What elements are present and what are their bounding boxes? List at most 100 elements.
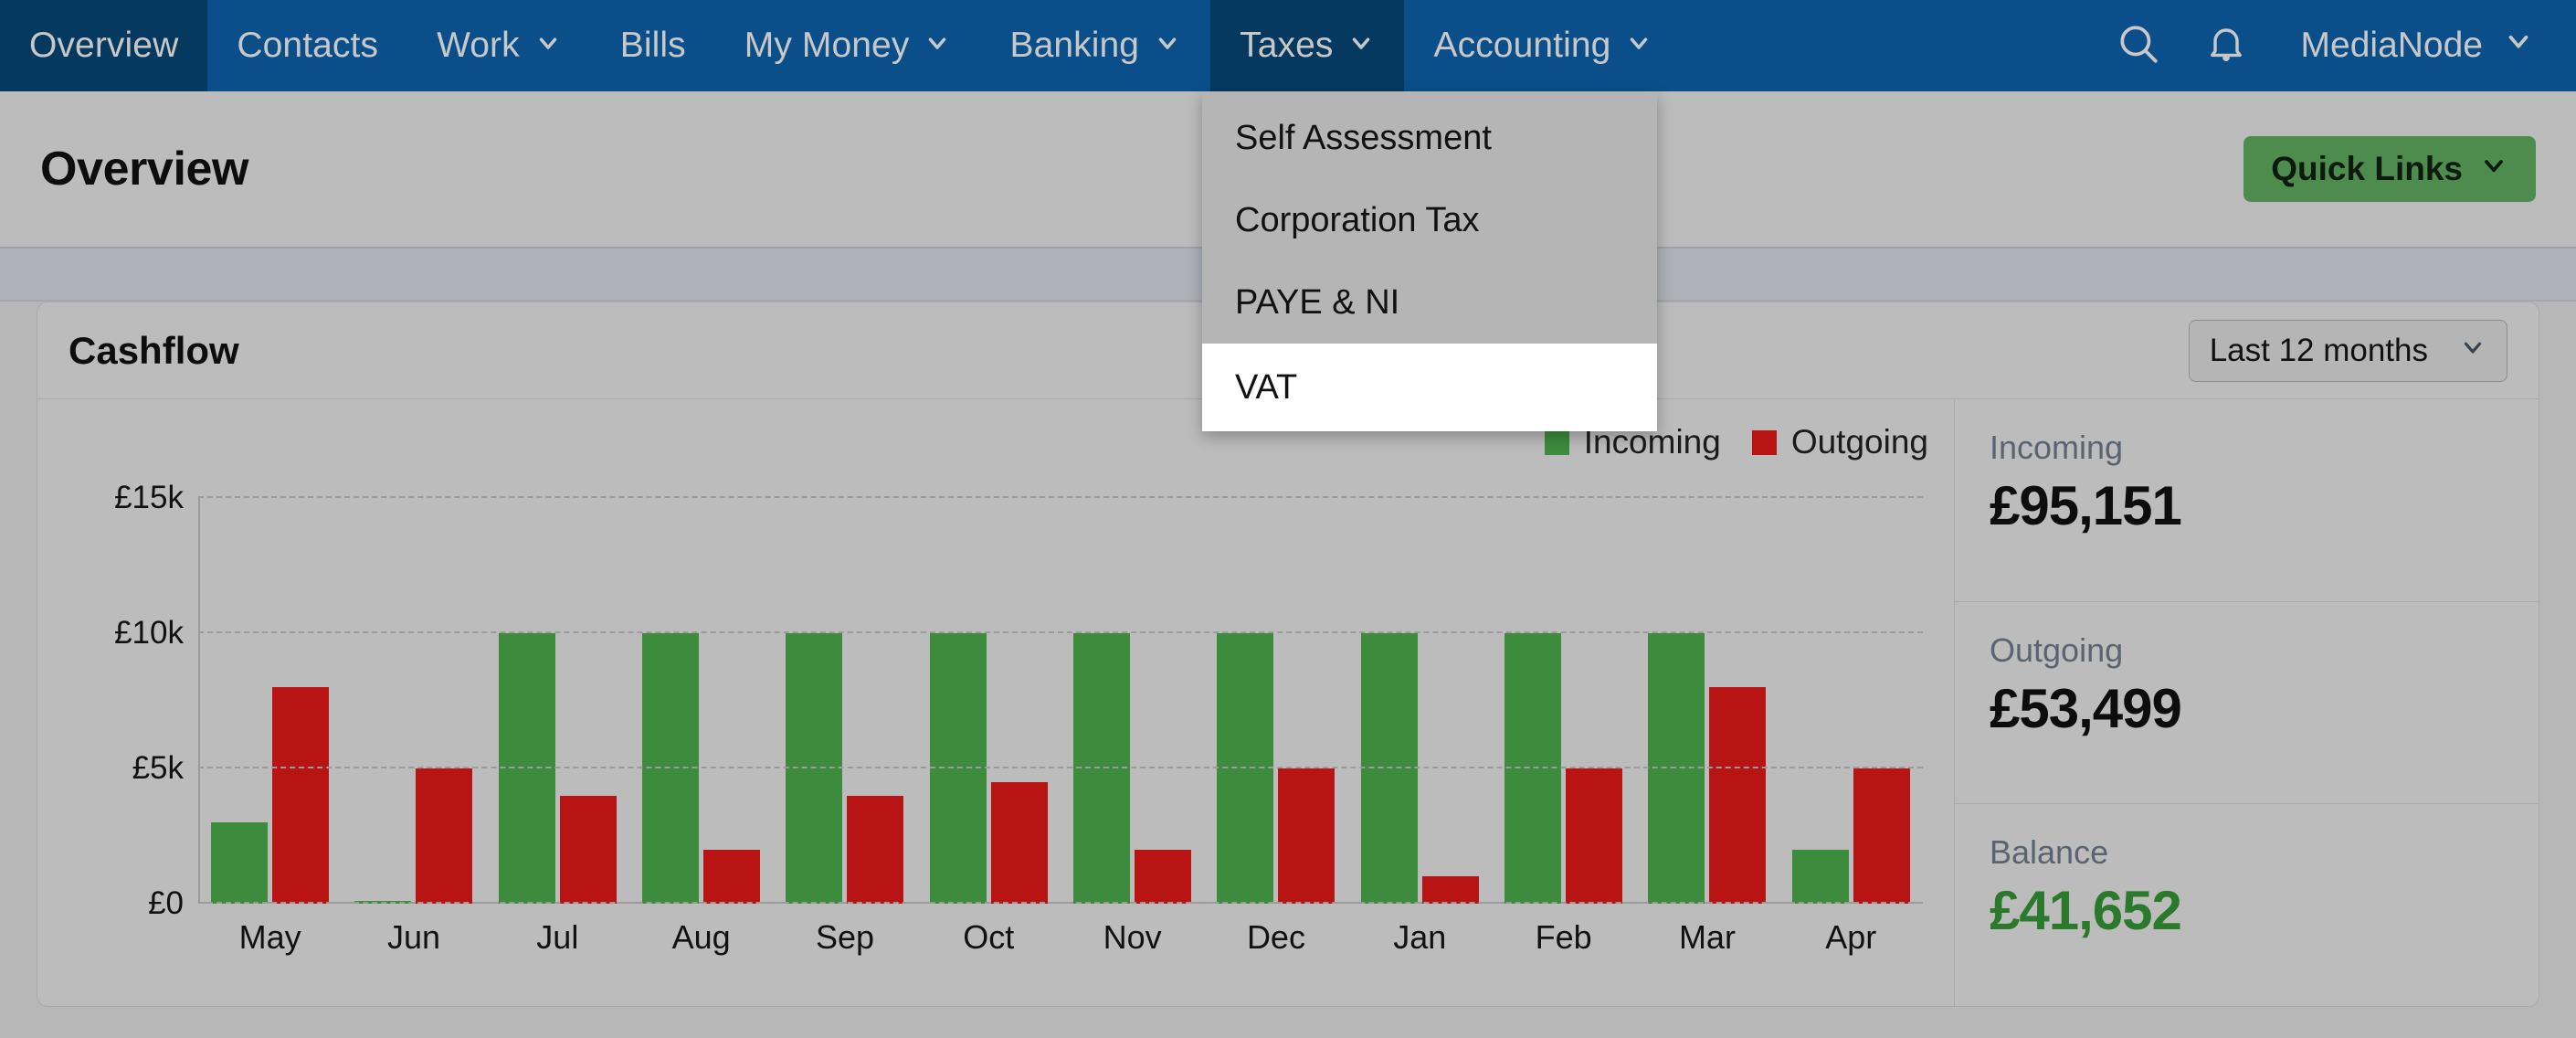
chevron-down-icon (924, 26, 951, 66)
nav-item-label: My Money (744, 26, 910, 65)
y-axis-tick-label: £5k (132, 750, 184, 787)
legend-label: Outgoing (1790, 423, 1928, 461)
nav-item-banking[interactable]: Banking (980, 0, 1210, 91)
nav-item-label: Work (437, 26, 520, 65)
dropdown-item-vat[interactable]: VAT (1202, 344, 1657, 431)
bar-outgoing[interactable] (1278, 768, 1336, 904)
date-range-select[interactable]: Last 12 months (2188, 319, 2507, 382)
page-title: Overview (40, 143, 249, 196)
dropdown-item-label: Self Assessment (1235, 118, 1492, 157)
nav-item-my-money[interactable]: My Money (715, 0, 981, 91)
x-axis-tick-label: Jan (1393, 918, 1447, 956)
primary-nav: Overview Contacts Work Bills My Money Banking… (0, 0, 1682, 91)
quick-links-button[interactable]: Quick Links (2243, 136, 2536, 202)
bar-incoming[interactable] (211, 822, 269, 904)
y-axis-tick-label: £15k (114, 480, 184, 515)
nav-item-contacts[interactable]: Contacts (207, 0, 407, 91)
bar-group: Dec (1204, 498, 1347, 956)
bar-group: Sep (773, 498, 916, 956)
quick-links-label: Quick Links (2271, 150, 2463, 187)
chevron-down-icon (534, 26, 562, 66)
bar-outgoing[interactable] (416, 768, 473, 904)
bar-group: Mar (1635, 498, 1779, 956)
x-axis-tick-label: Sep (815, 918, 874, 956)
stat-label: Outgoing (1990, 630, 2124, 669)
search-button[interactable] (2095, 0, 2182, 91)
x-axis-tick-label: Apr (1825, 918, 1877, 956)
nav-item-label: Contacts (237, 26, 379, 65)
navbar-right-tools: MediaNode (2095, 0, 2576, 91)
legend-entry-outgoing: Outgoing (1751, 423, 1928, 461)
bar-outgoing[interactable] (559, 795, 617, 904)
date-range-value: Last 12 months (2209, 332, 2428, 368)
account-name: MediaNode (2300, 26, 2483, 65)
y-axis-tick-label: £10k (114, 615, 184, 651)
nav-item-overview[interactable]: Overview (0, 0, 208, 91)
bar-outgoing[interactable] (1421, 876, 1479, 904)
bar-group: Apr (1779, 498, 1923, 956)
dropdown-item-corporation-tax[interactable]: Corporation Tax (1202, 179, 1657, 261)
x-axis-tick-label: Oct (963, 918, 1015, 956)
chevron-down-icon (1154, 26, 1181, 66)
bell-icon (2204, 22, 2248, 70)
chevron-down-icon (2479, 150, 2508, 188)
notifications-button[interactable] (2182, 0, 2270, 91)
cashflow-title: Cashflow (69, 328, 239, 372)
x-axis-tick-label: Nov (1103, 918, 1162, 956)
dropdown-item-label: Corporation Tax (1235, 200, 1480, 239)
stat-label: Incoming (1990, 429, 2124, 466)
bar-outgoing[interactable] (1709, 687, 1767, 904)
x-axis-tick-label: Jun (386, 918, 441, 956)
bar-group: Oct (917, 498, 1061, 956)
top-navbar: Overview Contacts Work Bills My Money Banking… (0, 0, 2576, 91)
gridline: £15k (114, 480, 1923, 515)
x-axis-tick-label: Dec (1246, 918, 1305, 956)
bar-outgoing[interactable] (272, 687, 330, 904)
stat-value: £95,151 (1990, 475, 2182, 536)
gridline: £5k (132, 750, 1923, 786)
bar-group: Aug (629, 498, 773, 956)
x-axis-tick-label: Mar (1678, 918, 1736, 956)
chevron-down-icon (1625, 26, 1652, 66)
nav-item-accounting[interactable]: Accounting (1404, 0, 1682, 91)
x-axis-tick-label: Aug (671, 918, 731, 956)
dropdown-item-label: PAYE & NI (1235, 282, 1400, 322)
chevron-down-icon (2503, 26, 2534, 66)
bar-groups: May Jun Jul Aug Sep Oct Nov Dec Jan Feb Mar Apr (198, 498, 1923, 956)
bar-group: Jul (486, 498, 629, 956)
cashflow-card-body: Incoming Outgoing May Jun Jul Aug Sep Oct Nov De… (37, 399, 2539, 1006)
bar-group: Nov (1061, 498, 1204, 956)
nav-item-label: Overview (29, 26, 179, 65)
y-axis-line (198, 498, 200, 904)
nav-item-taxes[interactable]: Taxes (1210, 0, 1405, 91)
cashflow-card-header: Cashflow Last 12 months (37, 302, 2539, 399)
bar-group: May (198, 498, 342, 956)
x-axis-tick-label: May (238, 918, 301, 956)
bar-incoming[interactable] (1791, 849, 1849, 904)
account-menu[interactable]: MediaNode (2270, 26, 2541, 66)
gridline: £10k (114, 615, 1923, 651)
nav-item-label: Taxes (1240, 26, 1334, 65)
bar-outgoing[interactable] (1135, 849, 1192, 904)
bar-outgoing[interactable] (703, 849, 761, 904)
taxes-dropdown-menu: Self Assessment Corporation Tax PAYE & NI V… (1202, 91, 1657, 431)
bar-outgoing[interactable] (990, 781, 1048, 904)
bar-outgoing[interactable] (1853, 768, 1910, 904)
stat-incoming: Incoming £95,151 (1955, 399, 2539, 602)
bar-group: Jan (1348, 498, 1492, 956)
x-axis-tick-label: Jul (536, 918, 579, 956)
chart-plot-area: May Jun Jul Aug Sep Oct Nov Dec Jan Feb Mar Apr £0 £… (114, 480, 1923, 956)
nav-item-bills[interactable]: Bills (591, 0, 715, 91)
nav-item-label: Bills (619, 26, 686, 65)
cashflow-summary: Incoming £95,151 Outgoing £53,499 Balance £41… (1954, 399, 2539, 1006)
bar-outgoing[interactable] (847, 795, 904, 904)
bar-group: Jun (342, 498, 485, 956)
dropdown-item-self-assessment[interactable]: Self Assessment (1202, 97, 1657, 179)
nav-item-work[interactable]: Work (407, 0, 591, 91)
stat-outgoing: Outgoing £53,499 (1955, 602, 2539, 805)
dropdown-item-paye-ni[interactable]: PAYE & NI (1202, 261, 1657, 344)
nav-item-label: Accounting (1433, 26, 1611, 65)
bar-outgoing[interactable] (1566, 768, 1623, 904)
y-axis-tick-label: £0 (148, 885, 184, 921)
gridline: £0 (148, 885, 1923, 921)
